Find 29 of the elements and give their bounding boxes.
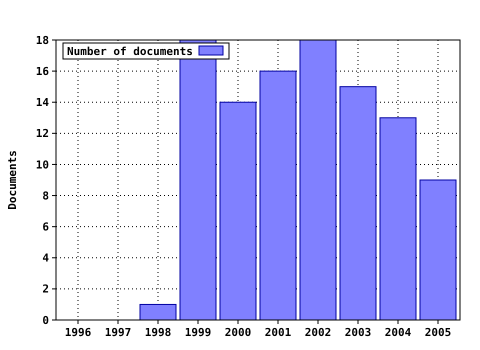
y-tick-label: 16 xyxy=(36,64,50,78)
y-tick-label: 6 xyxy=(42,220,50,234)
legend-label: Number of documents xyxy=(67,45,193,58)
y-axis-title: Documents xyxy=(6,150,19,210)
y-tick-label: 18 xyxy=(36,34,49,47)
bar xyxy=(420,180,456,320)
x-tick-label: 2000 xyxy=(224,326,252,339)
y-tick-label: 4 xyxy=(42,252,50,265)
y-tick-label: 0 xyxy=(42,314,49,327)
x-tick-label: 2005 xyxy=(424,326,452,339)
x-tick-label: 1998 xyxy=(144,326,172,339)
x-tick-label: 1999 xyxy=(184,326,212,339)
y-tick-label: 14 xyxy=(36,96,50,110)
bar xyxy=(260,70,296,320)
bar xyxy=(380,117,416,320)
x-tick-label: 2002 xyxy=(304,326,332,339)
y-tick-label: 8 xyxy=(42,189,49,202)
x-tick-label: 2003 xyxy=(344,326,372,339)
bar xyxy=(340,86,376,320)
bar xyxy=(140,304,176,320)
x-tick-label: 1997 xyxy=(104,326,132,339)
y-tick-label: 2 xyxy=(42,282,49,296)
x-tick-label: 2001 xyxy=(264,326,292,339)
y-tick-label: 10 xyxy=(36,158,49,172)
bar xyxy=(220,102,256,320)
x-tick-label: 1996 xyxy=(64,326,92,339)
x-tick-label: 2004 xyxy=(384,326,412,339)
y-tick-label: 12 xyxy=(36,127,49,140)
bar xyxy=(300,40,336,320)
